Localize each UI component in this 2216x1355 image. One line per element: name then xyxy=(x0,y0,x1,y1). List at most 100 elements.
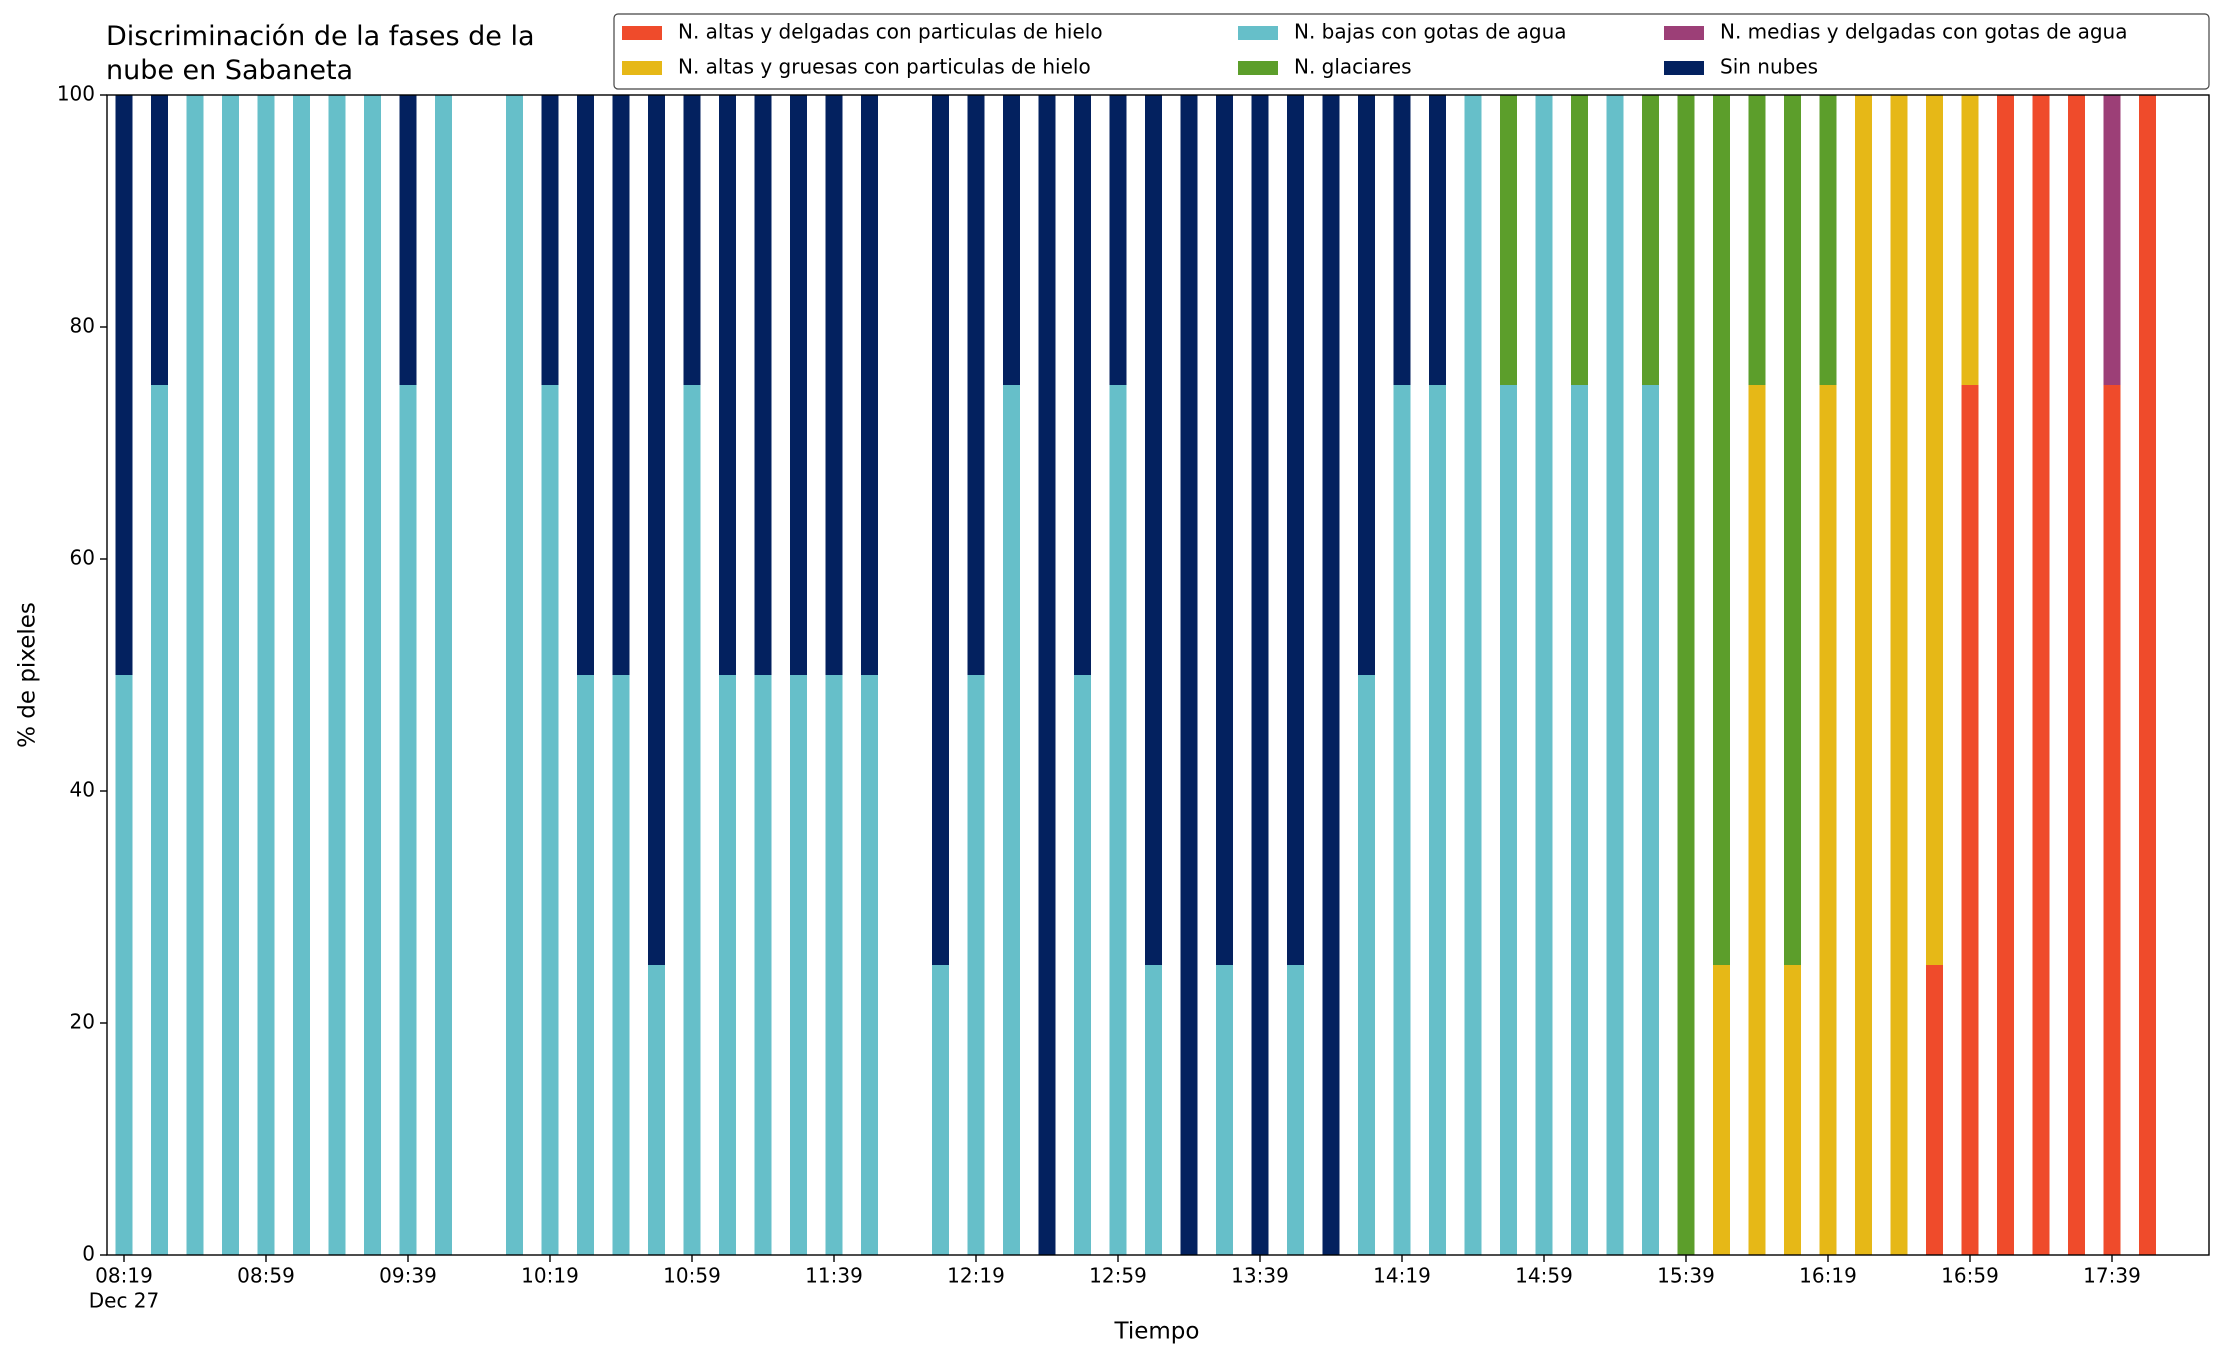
bar-segment xyxy=(151,95,168,385)
bar-segment xyxy=(1074,95,1091,675)
bar-segment xyxy=(754,95,772,675)
bar-segment xyxy=(1500,95,1517,385)
bar-segment xyxy=(1784,95,1801,965)
bar-segment xyxy=(399,95,417,385)
bar-segment xyxy=(577,95,594,675)
bar-segment xyxy=(1109,95,1127,385)
legend-swatch xyxy=(1238,26,1278,40)
bar-segment xyxy=(115,675,133,1255)
bar-segment xyxy=(612,95,630,675)
bar-segment xyxy=(648,95,665,965)
y-tick-label: 40 xyxy=(70,778,95,802)
bar-segment xyxy=(2103,385,2121,1255)
bar-segment xyxy=(1038,95,1056,1255)
legend-swatch xyxy=(1238,61,1278,75)
bar-segment xyxy=(861,675,878,1255)
bar-segment xyxy=(1322,95,1340,1255)
bar-segment xyxy=(399,385,417,1255)
bar-segment xyxy=(115,95,133,675)
bar-segment xyxy=(1855,95,1872,1255)
bar-segment xyxy=(1713,965,1730,1255)
x-tick-label: 09:39 xyxy=(379,1264,437,1288)
bar-segment xyxy=(1216,965,1233,1255)
bar-segment xyxy=(790,675,807,1255)
bar-segment xyxy=(2068,95,2085,1255)
x-tick-label: 15:39 xyxy=(1657,1264,1715,1288)
bar-segment xyxy=(2139,95,2156,1255)
bar-segment xyxy=(1819,95,1837,385)
bar-segment xyxy=(683,385,701,1255)
y-axis-label: % de pixeles xyxy=(15,602,41,748)
bar-segment xyxy=(1606,95,1624,1255)
bar-segment xyxy=(1180,95,1198,1255)
x-tick-label: 16:19 xyxy=(1799,1264,1857,1288)
y-tick-label: 0 xyxy=(82,1242,95,1266)
x-tick-label: 14:59 xyxy=(1515,1264,1573,1288)
bar-segment xyxy=(967,95,985,675)
x-tick-label: 10:19 xyxy=(521,1264,579,1288)
bar-segment xyxy=(1287,965,1304,1255)
bar-segment xyxy=(1642,385,1659,1255)
bar-segment xyxy=(967,675,985,1255)
bar-segment xyxy=(1393,385,1411,1255)
bar-segment xyxy=(257,95,275,1255)
legend-swatch xyxy=(622,26,662,40)
bar-segment xyxy=(1500,385,1517,1255)
x-axis-label: Tiempo xyxy=(1114,1319,1200,1345)
bar-segment xyxy=(1926,95,1943,965)
bar-segment xyxy=(1535,95,1553,1255)
x-tick-label: 12:59 xyxy=(1089,1264,1147,1288)
bar-segment xyxy=(1571,385,1588,1255)
y-tick-label: 80 xyxy=(70,314,95,338)
bar-segment xyxy=(932,965,949,1255)
bar-segment xyxy=(1961,385,1979,1255)
bar-segment xyxy=(328,95,346,1255)
y-tick-label: 100 xyxy=(57,82,95,106)
x-date-label: Dec 27 xyxy=(89,1289,160,1313)
plot-frame xyxy=(106,94,2210,1256)
bar-segment xyxy=(186,95,204,1255)
bar-segment xyxy=(1358,95,1375,675)
legend-label: Sin nubes xyxy=(1720,55,1818,79)
bar-segment xyxy=(1003,385,1020,1255)
bar-segment xyxy=(1145,965,1162,1255)
bar-segment xyxy=(683,95,701,385)
x-tick-label: 10:59 xyxy=(663,1264,721,1288)
bar-segment xyxy=(2103,95,2121,385)
bar-segment xyxy=(577,675,594,1255)
bar-segment xyxy=(1003,95,1020,385)
legend-swatch xyxy=(1664,61,1704,75)
x-tick-label: 11:39 xyxy=(805,1264,863,1288)
bar-segment xyxy=(541,385,559,1255)
bar-segment xyxy=(790,95,807,675)
bar-segment xyxy=(1784,965,1801,1255)
bar-segment xyxy=(364,95,381,1255)
bar-segment xyxy=(612,675,630,1255)
bar-segment xyxy=(932,95,949,965)
bar-segment xyxy=(825,675,843,1255)
x-tick-label: 17:39 xyxy=(2083,1264,2141,1288)
bar-segment xyxy=(1145,95,1162,965)
bar-segment xyxy=(719,95,736,675)
legend-label: N. altas y delgadas con particulas de hi… xyxy=(678,20,1103,44)
y-tick-label: 60 xyxy=(70,546,95,570)
x-tick-label: 12:19 xyxy=(947,1264,1005,1288)
legend-label: N. altas y gruesas con particulas de hie… xyxy=(678,55,1091,79)
bar-segment xyxy=(1677,95,1695,1255)
bar-segment xyxy=(1358,675,1375,1255)
bar-segment xyxy=(541,95,559,385)
x-tick-label: 13:39 xyxy=(1231,1264,1289,1288)
bar-segment xyxy=(151,385,168,1255)
bar-segment xyxy=(1109,385,1127,1255)
legend-label: N. glaciares xyxy=(1294,55,1412,79)
bar-segment xyxy=(2032,95,2050,1255)
bar-segment xyxy=(506,95,523,1255)
bar-segment xyxy=(825,95,843,675)
bar-segment xyxy=(1713,95,1730,965)
bar-segment xyxy=(293,95,310,1255)
legend-swatch xyxy=(1664,26,1704,40)
legend-label: N. medias y delgadas con gotas de agua xyxy=(1720,20,2128,44)
bar-segment xyxy=(754,675,772,1255)
